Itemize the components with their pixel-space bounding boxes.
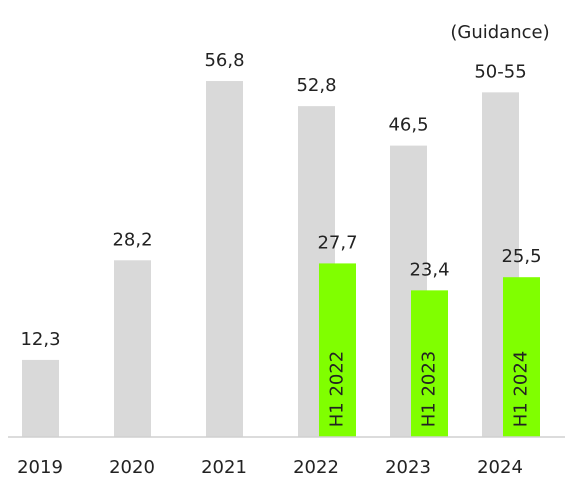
value-label: 27,7 [317,232,357,253]
bar-label: H1 2024 [511,351,532,428]
value-label: 28,2 [112,229,152,250]
value-label: 52,8 [296,75,336,96]
bar-label: H1 2022 [327,351,348,428]
value-label: 50-55 [474,61,526,82]
bar [319,263,356,437]
x-tick-label: 2024 [477,457,523,478]
value-label: 12,3 [20,329,60,350]
value-label: 23,4 [409,259,449,280]
value-label: 25,5 [501,246,541,267]
bar-label: H1 2023 [419,351,440,428]
bar [411,290,448,437]
bar [503,277,540,437]
x-tick-label: 2020 [109,457,155,478]
bar [206,81,243,437]
value-label: 46,5 [388,115,428,136]
annotation: (Guidance) [450,22,549,43]
bar [22,359,59,437]
x-tick-label: 2023 [385,457,431,478]
x-tick-label: 2021 [201,457,247,478]
x-tick-label: 2022 [293,457,339,478]
bar [114,260,151,437]
x-tick-label: 2019 [17,457,63,478]
value-label: 56,8 [204,50,244,71]
